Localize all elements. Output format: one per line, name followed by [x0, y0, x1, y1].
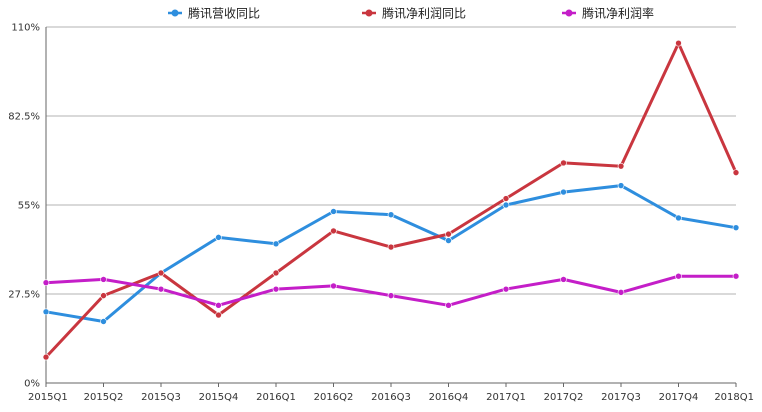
- data-point: [42, 308, 50, 316]
- x-tick-label: 2015Q1: [28, 392, 68, 403]
- data-point: [732, 272, 740, 280]
- x-tick-label: 2015Q4: [199, 392, 239, 403]
- data-point: [330, 227, 337, 235]
- data-point: [445, 302, 452, 309]
- data-point: [272, 285, 280, 293]
- data-point: [100, 276, 107, 283]
- legend-item: 腾讯净利润率: [562, 6, 654, 21]
- legend-item: 腾讯净利润同比: [362, 6, 466, 21]
- data-point: [675, 214, 682, 222]
- x-tick-label: 2015Q3: [141, 392, 181, 403]
- y-tick-label: 0%: [24, 379, 40, 390]
- data-point: [502, 285, 510, 293]
- series-line: [44, 41, 738, 359]
- data-point: [732, 169, 740, 176]
- data-point: [560, 159, 567, 167]
- data-point: [617, 289, 625, 296]
- x-tick-label: 2016Q4: [429, 392, 469, 403]
- data-point: [560, 276, 567, 283]
- data-point: [675, 39, 682, 47]
- y-tick-label: 110%: [11, 23, 40, 34]
- series-group: [42, 39, 740, 361]
- series-2: [42, 272, 740, 309]
- x-tick-label: 2015Q2: [84, 392, 124, 403]
- x-tick-label: 2017Q3: [601, 392, 641, 403]
- x-tick-label: 2018Q1: [714, 392, 754, 403]
- data-point: [387, 211, 395, 219]
- data-point: [617, 162, 625, 170]
- x-tick-label: 2017Q1: [486, 392, 526, 403]
- data-point: [387, 292, 395, 299]
- data-point: [732, 224, 740, 231]
- data-point: [272, 269, 280, 277]
- legend-swatch-marker: [171, 9, 179, 17]
- data-point: [100, 292, 107, 299]
- data-point: [675, 272, 682, 280]
- data-point: [330, 282, 337, 290]
- data-point: [215, 234, 222, 241]
- legend-swatch-marker: [365, 9, 373, 17]
- data-point: [617, 182, 625, 189]
- series-1: [42, 39, 740, 361]
- y-tick-label: 82.5%: [8, 112, 40, 123]
- data-point: [100, 318, 107, 325]
- data-point: [42, 279, 50, 286]
- legend-label: 腾讯净利润率: [582, 6, 654, 21]
- series-0: [42, 182, 740, 325]
- data-point: [272, 240, 280, 248]
- y-axis-ticks: 0% 27.5% 55% 82.5% 110%: [8, 23, 40, 390]
- series-line: [44, 184, 738, 323]
- legend-label: 腾讯营收同比: [188, 6, 260, 21]
- data-point: [330, 208, 337, 215]
- data-point: [445, 237, 452, 244]
- data-point: [560, 188, 567, 196]
- data-point: [157, 285, 165, 293]
- legend: 腾讯营收同比 腾讯净利润同比 腾讯净利润率: [168, 6, 654, 21]
- y-tick-label: 55%: [18, 201, 40, 212]
- data-point: [42, 353, 50, 361]
- legend-item: 腾讯营收同比: [168, 6, 260, 21]
- x-tick-label: 2017Q2: [544, 392, 584, 403]
- gridlines: [46, 26, 736, 295]
- x-tick-label: 2016Q3: [371, 392, 411, 403]
- data-point: [387, 243, 395, 251]
- data-point: [157, 269, 165, 277]
- x-tick-label: 2016Q1: [256, 392, 296, 403]
- data-point: [445, 230, 452, 238]
- y-tick-label: 27.5%: [8, 290, 40, 301]
- x-tick-label: 2017Q4: [659, 392, 699, 403]
- x-tick-label: 2016Q2: [314, 392, 354, 403]
- data-point: [215, 311, 222, 319]
- data-point: [215, 302, 222, 309]
- x-axis-ticks: 2015Q1 2015Q2 2015Q3 2015Q4 2016Q1 2016Q2 2016…: [28, 383, 754, 403]
- series-line: [44, 274, 738, 307]
- legend-label: 腾讯净利润同比: [382, 6, 466, 21]
- data-point: [502, 195, 510, 202]
- data-point: [502, 201, 510, 209]
- legend-swatch-marker: [565, 9, 573, 17]
